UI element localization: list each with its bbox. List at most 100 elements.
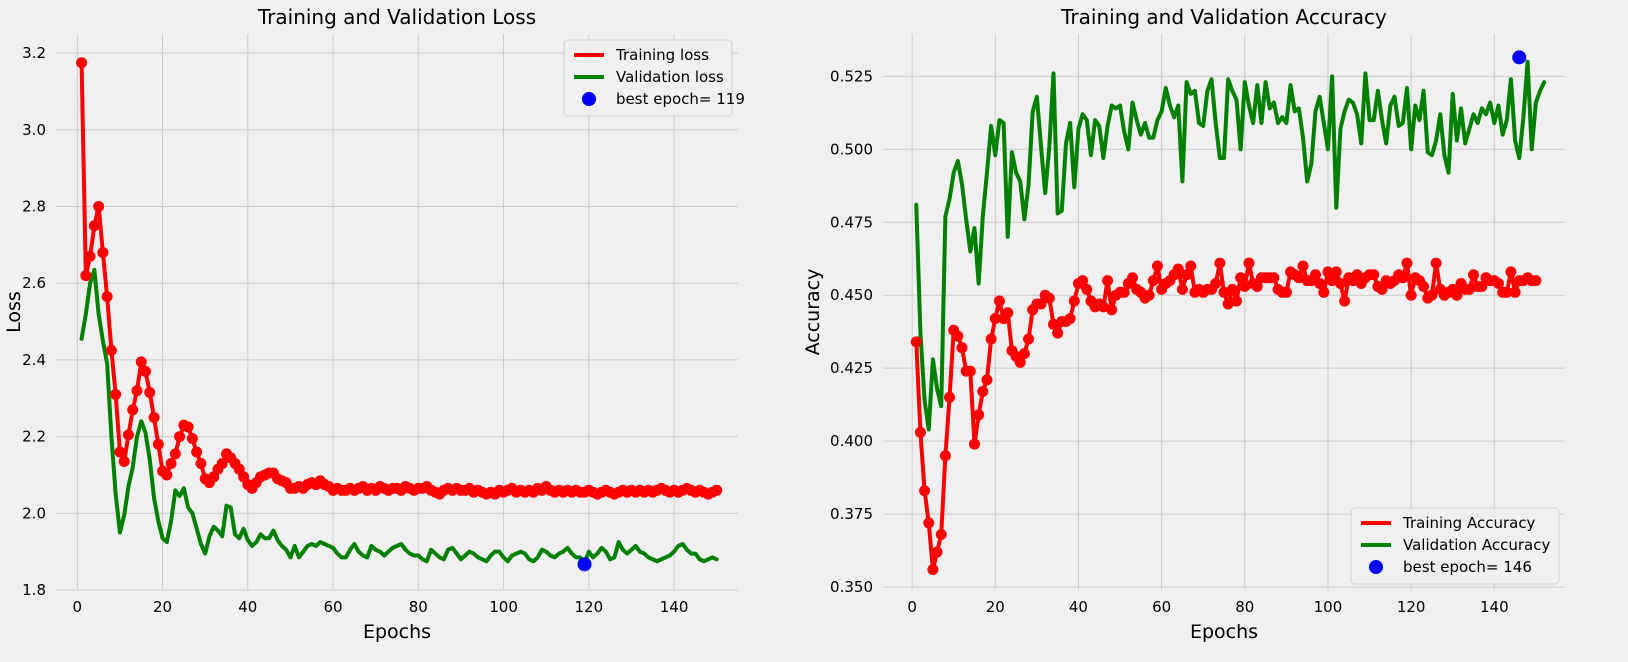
data-point (989, 313, 1001, 325)
data-point (956, 342, 968, 354)
data-point (1326, 275, 1338, 287)
data-point (1297, 260, 1309, 272)
data-point (1151, 260, 1163, 272)
data-point (1106, 304, 1118, 316)
data-point (1418, 280, 1430, 292)
data-point (993, 295, 1005, 307)
data-point (1251, 280, 1263, 292)
data-point (1097, 301, 1109, 313)
data-point (944, 391, 956, 403)
x-tick-label: 20 (986, 598, 1005, 616)
x-tick-label: 120 (1397, 598, 1426, 616)
data-point (80, 270, 92, 282)
data-point (952, 330, 964, 342)
y-tick-label: 0.375 (830, 505, 873, 523)
data-point (1052, 327, 1064, 339)
data-point (216, 457, 228, 469)
x-tick-label: 20 (153, 598, 172, 616)
data-point (1048, 318, 1059, 330)
best-epoch-point (1512, 50, 1527, 65)
y-axis-label: Accuracy (802, 269, 824, 356)
data-point (1405, 289, 1417, 301)
data-point (1230, 295, 1242, 307)
data-point (1501, 286, 1513, 298)
data-point (1002, 307, 1014, 319)
data-point (1102, 275, 1114, 287)
y-tick-label: 0.525 (830, 67, 873, 85)
legend-box (563, 39, 733, 117)
x-tick-label: 140 (660, 598, 689, 616)
data-point (1530, 275, 1542, 287)
legend-swatch (1369, 560, 1383, 574)
legend-entry-label: best epoch= 146 (1403, 558, 1532, 576)
data-point (1043, 292, 1055, 304)
data-point (105, 344, 117, 356)
legend-swatch (582, 92, 596, 106)
legend-entry-label: best epoch= 119 (616, 90, 745, 108)
legend-box (1350, 507, 1560, 585)
data-point (985, 333, 997, 345)
x-tick-label: 40 (1069, 598, 1088, 616)
data-point (174, 431, 186, 443)
x-axis-label: Epochs (363, 621, 431, 643)
y-tick-label: 1.8 (22, 581, 46, 599)
best-epoch-point (577, 557, 592, 572)
x-tick-label: 100 (1314, 598, 1343, 616)
y-tick-label: 3.0 (22, 121, 46, 139)
data-point (1018, 348, 1030, 360)
y-tick-label: 3.2 (22, 44, 46, 62)
data-point (191, 446, 203, 458)
data-point (1426, 289, 1438, 301)
data-point (1505, 266, 1517, 278)
data-point (182, 421, 194, 433)
data-point (144, 387, 156, 399)
data-point (1293, 272, 1305, 284)
data-point (1222, 298, 1234, 310)
data-point (118, 456, 130, 468)
data-point (93, 201, 105, 213)
legend: Training Accuracy Validation Accuracy best… (1350, 507, 1560, 585)
y-tick-label: 2.2 (22, 428, 46, 446)
data-point (935, 529, 947, 541)
data-point (964, 365, 976, 377)
data-point (1468, 269, 1480, 281)
data-point (1376, 283, 1388, 295)
plot-area (56, 34, 738, 590)
data-point (1339, 295, 1351, 307)
data-point (1268, 272, 1280, 284)
y-tick-label: 2.0 (22, 504, 46, 522)
data-point (1210, 278, 1222, 290)
data-point (1451, 289, 1463, 301)
data-point (152, 438, 164, 450)
data-point (1147, 275, 1159, 287)
y-tick-label: 2.6 (22, 274, 46, 292)
chart-title: Training and Validation Loss (257, 5, 536, 29)
x-tick-label: 0 (73, 598, 83, 616)
data-point (1401, 257, 1413, 269)
data-point (981, 374, 993, 386)
legend-entry-label: Validation loss (616, 68, 724, 86)
data-point (76, 57, 88, 69)
y-tick-label: 0.425 (830, 359, 873, 377)
y-axis-label: Loss (3, 291, 25, 333)
y-tick-label: 0.475 (830, 213, 873, 231)
y-tick-label: 0.400 (830, 432, 873, 450)
data-point (186, 433, 198, 445)
data-point (84, 250, 96, 262)
data-point (1185, 260, 1197, 272)
chart-title: Training and Validation Accuracy (1060, 5, 1387, 29)
chart-panel-1: 0 20 40 60 80 100 120 140 1.8 2.0 2.2 2.4 2.6 2.8 3.0 3… (3, 5, 745, 643)
data-point (931, 546, 943, 558)
x-tick-label: 100 (489, 598, 518, 616)
data-point (1014, 356, 1026, 368)
data-point (101, 291, 113, 303)
data-point (968, 438, 980, 450)
data-point (161, 469, 173, 481)
data-point (1476, 280, 1488, 292)
data-point (114, 446, 126, 458)
data-point (97, 247, 109, 259)
data-point (1318, 286, 1330, 298)
data-point (1463, 283, 1475, 295)
data-point (1176, 283, 1188, 295)
data-point (977, 386, 989, 398)
